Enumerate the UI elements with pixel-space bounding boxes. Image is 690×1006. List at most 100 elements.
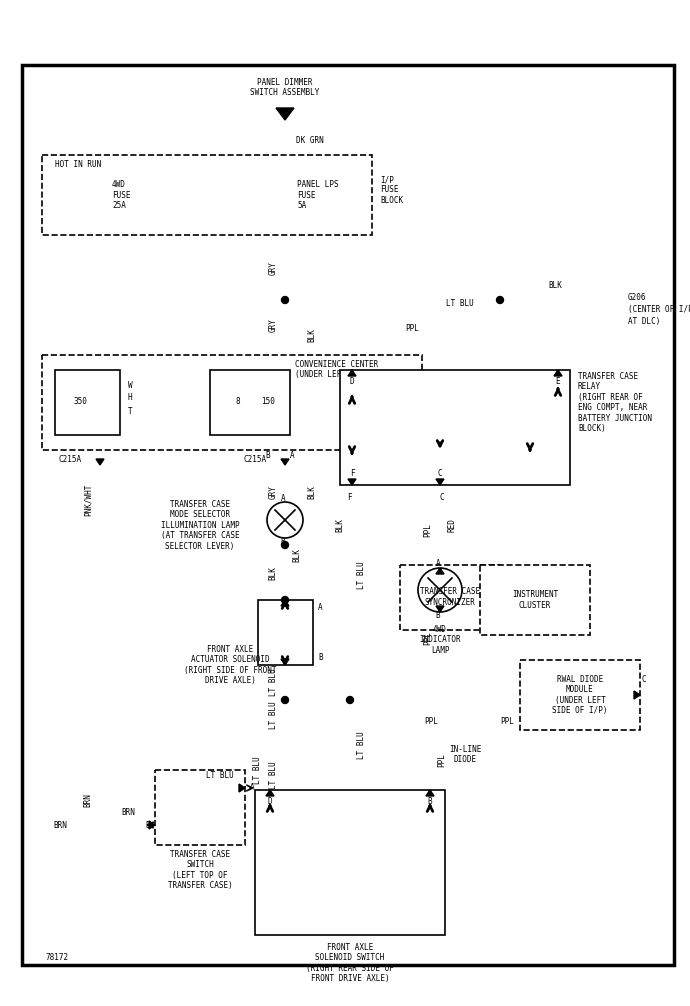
Bar [55, 370, 120, 435]
Text: F: F [350, 469, 354, 478]
Text: RED: RED [448, 518, 457, 532]
Text: BLK: BLK [308, 328, 317, 342]
Polygon shape [634, 691, 640, 699]
Text: BLK: BLK [268, 615, 277, 629]
Text: BLK: BLK [548, 281, 562, 290]
Text: HOT IN RUN: HOT IN RUN [55, 160, 101, 169]
Polygon shape [348, 479, 356, 485]
Text: GRY: GRY [268, 485, 277, 499]
Text: C: C [642, 675, 647, 684]
Text: A: A [250, 784, 255, 793]
Text: PPL: PPL [500, 717, 514, 726]
Text: LT BLU: LT BLU [357, 731, 366, 759]
Text: C: C [437, 469, 442, 478]
Text: LT BLU: LT BLU [268, 668, 277, 696]
Text: I/P
FUSE
BLOCK: I/P FUSE BLOCK [380, 175, 403, 205]
Text: C: C [440, 493, 444, 502]
Text: PANEL DIMMER
SWITCH ASSEMBLY: PANEL DIMMER SWITCH ASSEMBLY [250, 78, 319, 98]
Text: GRY: GRY [268, 318, 277, 332]
Text: F: F [347, 493, 352, 502]
Text: 350: 350 [73, 397, 87, 406]
Text: 8: 8 [236, 397, 240, 406]
Text: C215A: C215A [59, 456, 82, 465]
Polygon shape [239, 784, 245, 792]
Polygon shape [426, 790, 434, 796]
Bar [340, 370, 570, 485]
Text: B: B [146, 821, 150, 830]
Text: TRANSFER CASE
MODE SELECTOR
ILLUMINATION LAMP
(AT TRANSFER CASE
SELECTOR LEVER): TRANSFER CASE MODE SELECTOR ILLUMINATION… [161, 500, 239, 550]
Text: FRONT AXLE
SOLENOID SWITCH
(RIGHT REAR SIDE OF
FRONT DRIVE AXLE): FRONT AXLE SOLENOID SWITCH (RIGHT REAR S… [306, 943, 394, 983]
Polygon shape [348, 370, 356, 376]
Text: D: D [350, 377, 354, 386]
Polygon shape [281, 459, 289, 465]
Text: AT DLC): AT DLC) [628, 317, 660, 326]
Polygon shape [436, 568, 444, 574]
Text: TRANSFER CASE
SWITCH
(LEFT TOP OF
TRANSFER CASE): TRANSFER CASE SWITCH (LEFT TOP OF TRANSF… [168, 850, 233, 890]
Bar [42, 155, 372, 235]
Text: C215A: C215A [244, 456, 267, 465]
Circle shape [282, 597, 288, 604]
Bar [255, 790, 445, 935]
Text: TRANSFER CASE
SYNCRONIZER: TRANSFER CASE SYNCRONIZER [420, 588, 480, 607]
Text: B: B [428, 798, 433, 807]
Text: CONVENIENCE CENTER
(UNDER LEFT SIDE OF I/P): CONVENIENCE CENTER (UNDER LEFT SIDE OF I… [295, 360, 406, 379]
Text: A: A [435, 559, 440, 568]
Text: A: A [318, 604, 323, 613]
Text: T: T [128, 406, 132, 415]
Polygon shape [96, 459, 104, 465]
Text: 4WD
INDICATOR
LAMP: 4WD INDICATOR LAMP [420, 625, 461, 655]
Text: IN-LINE
DIODE: IN-LINE DIODE [448, 745, 481, 765]
Text: E: E [555, 377, 560, 386]
Bar [22, 65, 674, 965]
Text: LT BLU: LT BLU [446, 299, 474, 308]
Text: LT BLU: LT BLU [357, 561, 366, 589]
Text: BLK: BLK [293, 548, 302, 562]
Text: 4WD
FUSE
25A: 4WD FUSE 25A [112, 180, 130, 210]
Text: 150: 150 [261, 397, 275, 406]
Text: PPL: PPL [437, 753, 446, 767]
Text: BLK: BLK [308, 485, 317, 499]
Bar [400, 565, 500, 630]
Text: 78172: 78172 [45, 954, 68, 963]
Text: LT BLU: LT BLU [206, 771, 234, 780]
Text: BRN: BRN [53, 821, 67, 830]
Bar [155, 770, 245, 845]
Text: PPL: PPL [424, 717, 438, 726]
Circle shape [282, 297, 288, 304]
Text: RWAL DIODE
MODULE
(UNDER LEFT
SIDE OF I/P): RWAL DIODE MODULE (UNDER LEFT SIDE OF I/… [552, 675, 608, 715]
Polygon shape [436, 479, 444, 485]
Text: LT BLU: LT BLU [253, 757, 262, 784]
Text: INSTRUMENT
CLUSTER: INSTRUMENT CLUSTER [512, 591, 558, 610]
Circle shape [282, 696, 288, 703]
Text: LT BLU: LT BLU [268, 762, 277, 789]
Text: W: W [128, 380, 132, 389]
Bar [42, 355, 422, 450]
Polygon shape [149, 821, 155, 829]
Text: PPL: PPL [405, 324, 419, 333]
Text: PANEL LPS
FUSE
5A: PANEL LPS FUSE 5A [297, 180, 339, 210]
Bar [210, 370, 290, 435]
Bar [480, 565, 590, 635]
Text: B: B [318, 653, 323, 662]
Text: A: A [280, 494, 285, 503]
Text: DK GRN: DK GRN [296, 136, 324, 145]
Text: BLK: BLK [268, 566, 277, 579]
Text: D: D [268, 798, 273, 807]
Text: H: H [128, 393, 132, 402]
Text: B: B [280, 537, 285, 546]
Circle shape [497, 297, 504, 304]
Text: B: B [435, 612, 440, 621]
Polygon shape [455, 722, 475, 738]
Bar [520, 660, 640, 730]
Text: LT BLU: LT BLU [268, 701, 277, 729]
Text: TRANSFER CASE
RELAY
(RIGHT REAR OF
ENG COMPT, NEAR
BATTERY JUNCTION
BLOCK): TRANSFER CASE RELAY (RIGHT REAR OF ENG C… [578, 372, 652, 433]
Text: BLK: BLK [335, 518, 344, 532]
Text: G206: G206 [628, 293, 647, 302]
Circle shape [346, 696, 353, 703]
Polygon shape [276, 108, 294, 120]
Polygon shape [436, 606, 444, 612]
Circle shape [282, 541, 288, 548]
Polygon shape [281, 659, 289, 665]
Text: A: A [290, 451, 295, 460]
Text: GRY: GRY [268, 262, 277, 275]
